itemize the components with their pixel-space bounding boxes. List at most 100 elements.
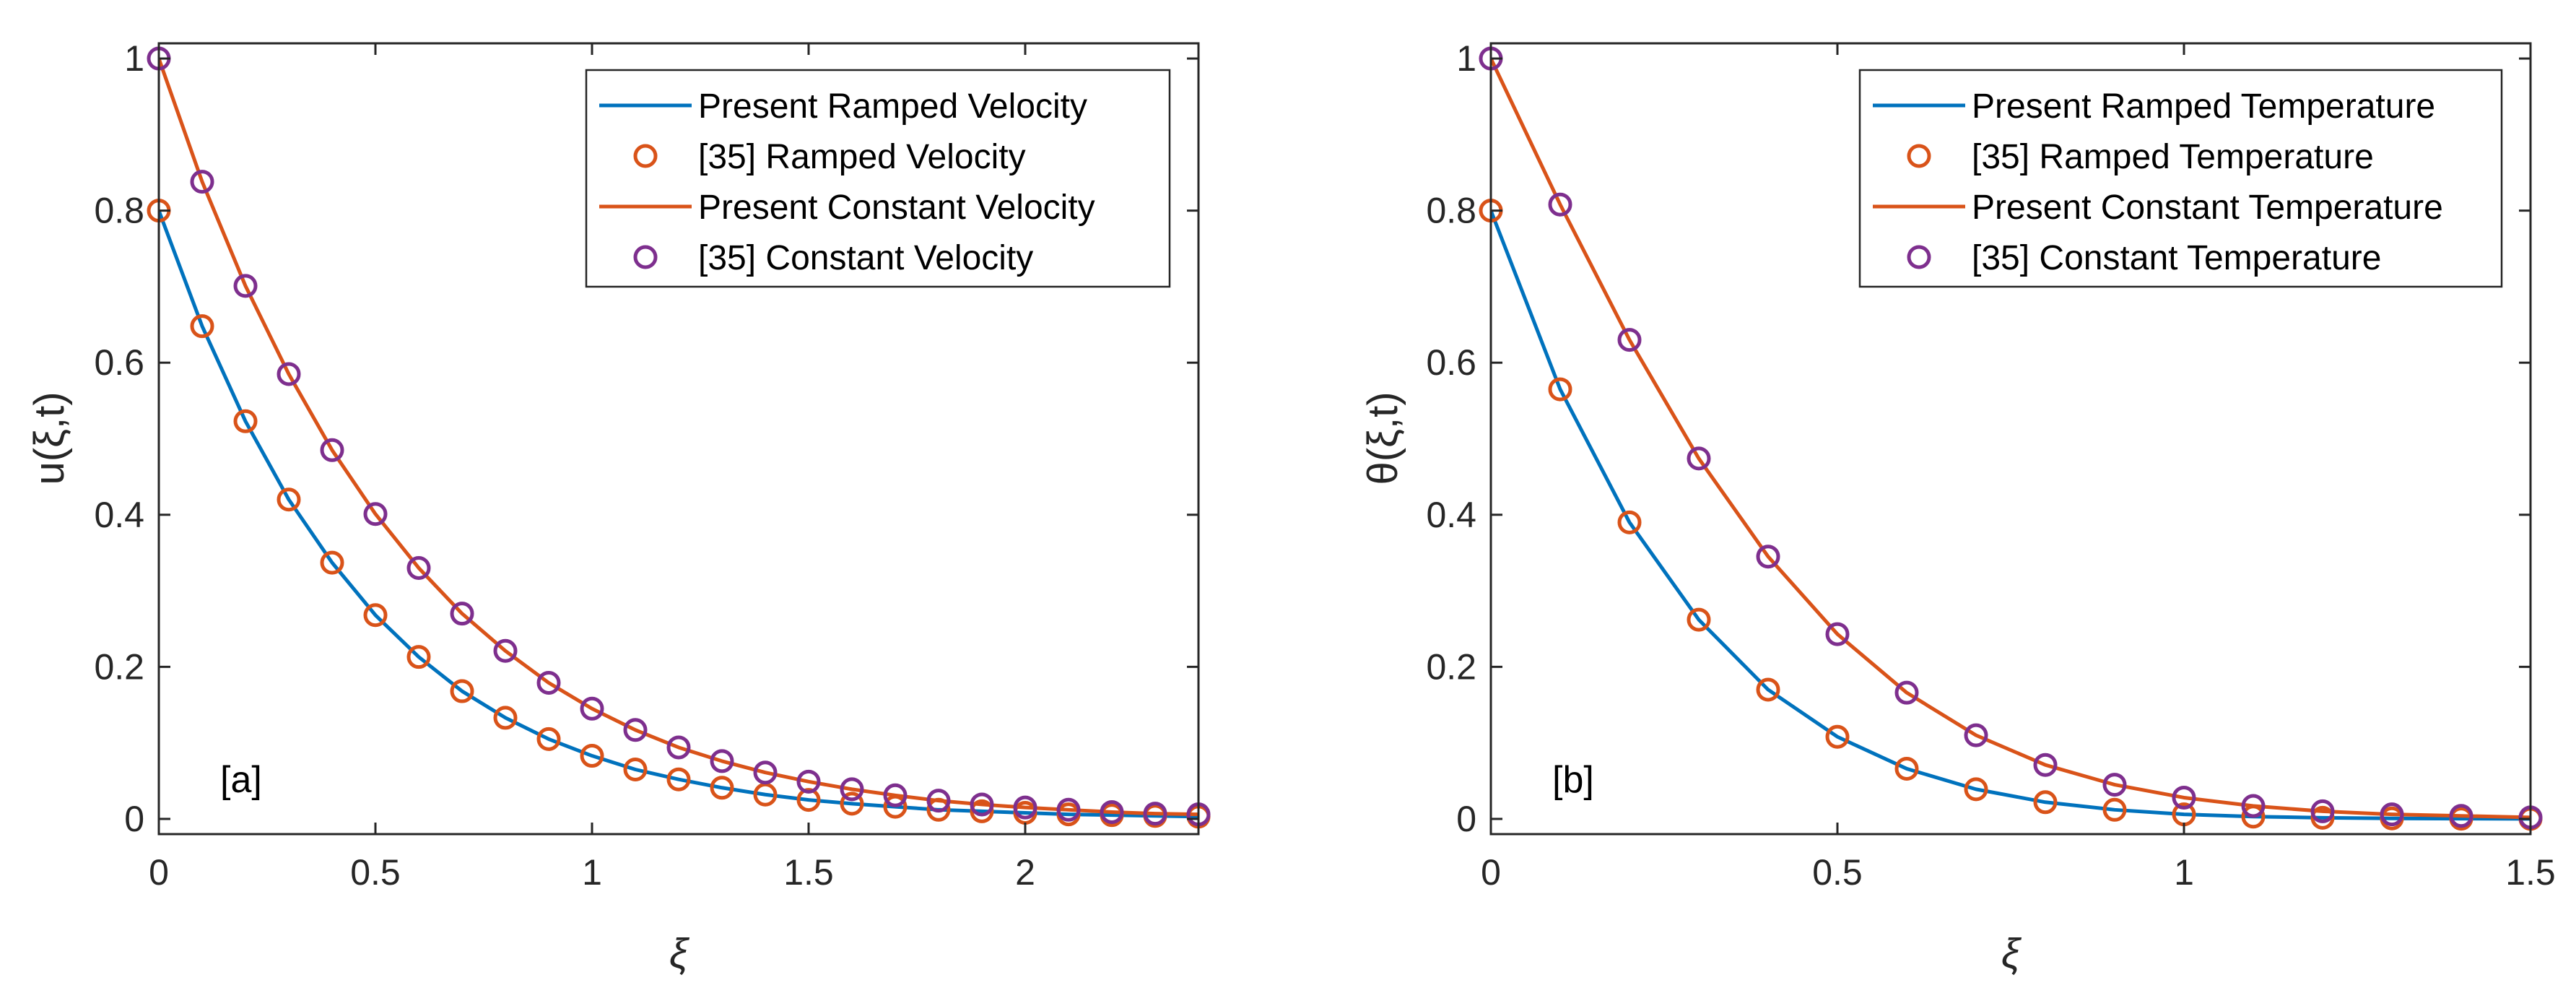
y-tick-label: 0.6 xyxy=(94,342,144,383)
legend-box xyxy=(1858,69,2503,288)
data-point-marker xyxy=(190,170,214,194)
series-line xyxy=(1491,57,2531,820)
data-point-marker xyxy=(1548,192,1572,217)
data-point-marker xyxy=(536,670,561,695)
x-tick-label: 1 xyxy=(582,852,602,893)
y-axis-label: u(ξ,t) xyxy=(26,391,73,485)
y-tick-label: 0 xyxy=(124,799,144,839)
x-tick-label: 2 xyxy=(1015,852,1035,893)
x-tick-label: 1.5 xyxy=(783,852,834,893)
data-point-marker xyxy=(277,362,301,386)
legend-entry-ref-constant: [35] Constant Velocity xyxy=(698,239,1033,277)
data-point-marker xyxy=(2310,805,2335,830)
data-point-marker xyxy=(623,718,648,742)
y-tick-label: 0.6 xyxy=(1426,342,1476,383)
data-point-marker xyxy=(2310,799,2335,823)
data-point-marker xyxy=(493,706,518,730)
data-point-marker xyxy=(970,792,994,817)
data-point-marker xyxy=(1143,802,1167,826)
data-point-marker xyxy=(666,735,691,760)
data-point-marker xyxy=(1013,795,1037,820)
data-point-marker xyxy=(493,638,518,663)
data-point-marker xyxy=(753,782,778,807)
data-point-marker xyxy=(1617,328,1642,352)
data-point-marker xyxy=(2033,753,2058,777)
data-point-marker xyxy=(2241,805,2266,829)
legend-swatch-marker xyxy=(633,245,658,269)
data-point-marker xyxy=(2033,790,2058,815)
data-point-marker xyxy=(883,794,908,819)
data-point-marker xyxy=(1825,622,1850,646)
y-tick-label: 0 xyxy=(1456,799,1476,839)
legend: Present Ramped Temperature [35] Ramped T… xyxy=(1858,69,2503,288)
data-point-marker xyxy=(1756,677,1780,702)
chart-velocity: 0 0.5 1 1.5 2 0 0.2 0.4 0.6 0.8 1 [a] ξ u(ξ,t) Pre… xyxy=(26,38,1211,977)
x-tick-label: 0.5 xyxy=(350,852,401,893)
data-point-marker xyxy=(580,744,604,768)
data-point-marker xyxy=(970,799,994,823)
data-point-marker xyxy=(406,645,431,669)
data-point-marker xyxy=(320,550,344,575)
data-point-marker xyxy=(753,760,778,785)
data-point-marker xyxy=(363,502,388,526)
data-point-marker xyxy=(1100,799,1124,824)
legend-entry-ref-ramped: [35] Ramped Velocity xyxy=(698,138,1026,176)
panel-label: [b] xyxy=(1552,759,1594,801)
data-point-marker xyxy=(2172,785,2196,810)
panel-label: [a] xyxy=(220,759,262,801)
x-axis-label: ξ xyxy=(2001,930,2022,977)
data-point-marker xyxy=(277,487,301,512)
data-point-marker xyxy=(666,767,691,792)
data-point-marker xyxy=(450,602,474,626)
data-point-marker xyxy=(2449,804,2473,828)
legend-entry-present-constant: Present Constant Temperature xyxy=(1972,188,2443,227)
x-tick-label: 0 xyxy=(1481,852,1501,893)
data-point-marker xyxy=(1894,756,1919,781)
y-axis-label: θ(ξ,t) xyxy=(1359,391,1406,485)
y-tick-label: 0.4 xyxy=(1426,495,1476,535)
legend-entry-ref-constant: [35] Constant Temperature xyxy=(1972,239,2381,277)
series-line xyxy=(159,58,1198,817)
data-point-marker xyxy=(1825,724,1850,749)
data-point-marker xyxy=(1056,797,1081,822)
data-point-marker xyxy=(623,758,648,782)
data-point-marker xyxy=(926,789,951,813)
data-point-marker xyxy=(1756,545,1780,569)
legend-entry-ref-ramped: [35] Ramped Temperature xyxy=(1972,138,2374,176)
data-point-marker xyxy=(450,679,474,703)
legend-entry-present-ramped: Present Ramped Velocity xyxy=(698,87,1087,126)
legend-swatch-marker xyxy=(1907,245,1931,269)
y-tick-label: 1 xyxy=(1456,38,1476,79)
data-point-marker xyxy=(2241,794,2266,818)
y-tick-label: 0.2 xyxy=(94,646,144,687)
data-point-marker xyxy=(710,776,734,800)
data-point-marker xyxy=(1964,777,1988,802)
chart-temperature: 0 0.5 1 1.5 0 0.2 0.4 0.6 0.8 1 [b] ξ θ(ξ,t) Pres… xyxy=(1359,38,2556,977)
data-point-marker xyxy=(536,727,561,751)
data-point-marker xyxy=(2102,797,2127,822)
data-point-marker xyxy=(2380,802,2404,827)
axes-frame xyxy=(157,42,1200,836)
data-point-marker xyxy=(796,769,821,794)
data-point-marker xyxy=(926,797,951,822)
y-tick-label: 0.8 xyxy=(1426,191,1476,231)
legend-swatch-marker xyxy=(1907,144,1931,168)
data-point-marker xyxy=(190,314,214,339)
data-point-marker xyxy=(580,696,604,721)
data-point-marker xyxy=(2102,773,2127,797)
y-tick-label: 0.2 xyxy=(1426,646,1476,687)
data-point-marker xyxy=(710,749,734,773)
legend-swatch-marker xyxy=(633,144,658,168)
axes-frame xyxy=(1489,42,2532,836)
data-point-marker xyxy=(1964,723,1988,747)
series-line xyxy=(1491,209,2531,821)
y-tick-label: 0.4 xyxy=(94,495,144,535)
data-point-marker xyxy=(840,792,864,816)
data-point-marker xyxy=(1687,607,1711,632)
x-axis-label: ξ xyxy=(669,930,690,977)
data-point-marker xyxy=(320,438,344,462)
data-point-marker xyxy=(1617,510,1642,534)
y-tick-label: 0.8 xyxy=(94,191,144,231)
data-point-marker xyxy=(363,603,388,628)
